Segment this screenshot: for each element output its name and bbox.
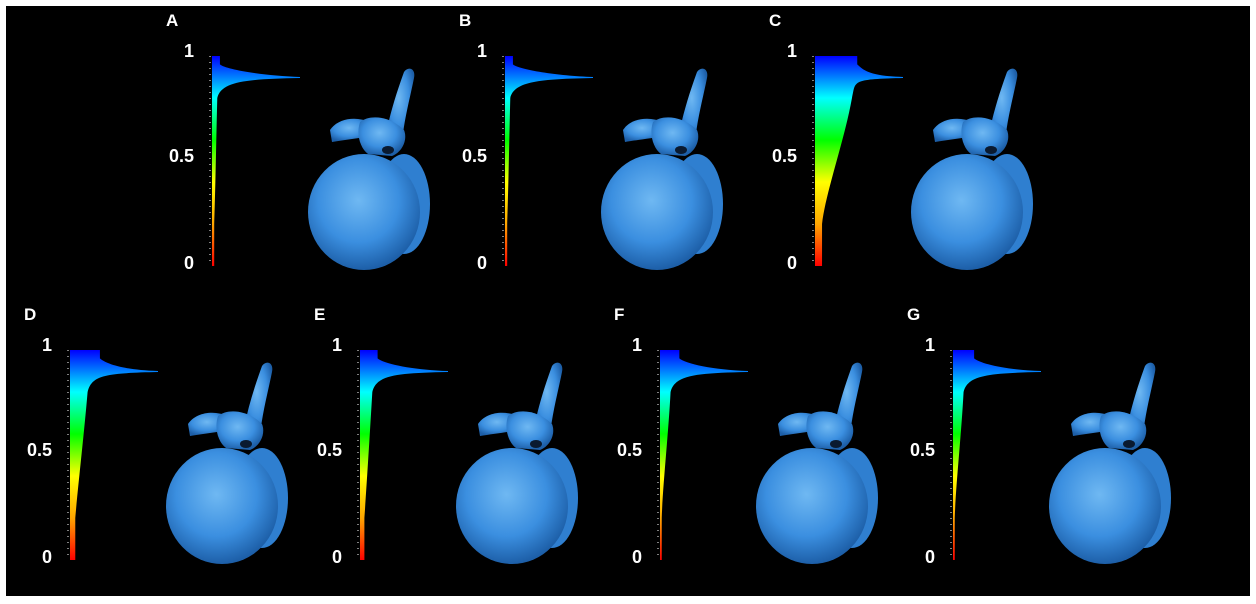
histogram-plot <box>502 56 593 266</box>
vertebra-render <box>1049 362 1171 564</box>
panel-letter: E <box>314 305 326 324</box>
histogram-plot <box>357 350 448 560</box>
histogram-plot <box>209 56 300 266</box>
tick-label-0-5: 0.5 <box>316 440 342 460</box>
foramen <box>240 440 252 448</box>
histogram-area <box>70 350 158 560</box>
tick-label-0-5: 0.5 <box>909 440 935 460</box>
histogram-area <box>505 56 593 266</box>
tick-label-0: 0 <box>631 547 642 567</box>
tick-label-1: 1 <box>476 41 487 61</box>
vertebral-arch <box>358 117 406 156</box>
histogram-plot <box>657 350 748 560</box>
histogram-plot <box>950 350 1041 560</box>
panel-g: G 1 0.5 0 <box>907 306 1207 566</box>
panel-letter: D <box>24 305 37 324</box>
histogram-plot <box>812 56 903 266</box>
tick-label-0: 0 <box>476 253 487 273</box>
panel-letter: A <box>166 11 179 30</box>
histogram-area <box>660 350 748 560</box>
tick-label-0: 0 <box>924 547 935 567</box>
vertebral-body <box>601 154 713 270</box>
tick-label-0-5: 0.5 <box>616 440 642 460</box>
panel-letter: C <box>769 11 782 30</box>
vertebra-render <box>911 68 1033 270</box>
vertebral-arch <box>506 411 554 450</box>
panel-letter: B <box>459 11 472 30</box>
tick-label-1: 1 <box>41 335 52 355</box>
histogram-plot <box>67 350 158 560</box>
vertebral-arch <box>961 117 1009 156</box>
vertebra-render <box>166 362 288 564</box>
vertebra-render <box>601 68 723 270</box>
vertebral-body <box>756 448 868 564</box>
vertebral-body <box>456 448 568 564</box>
tick-label-1: 1 <box>331 335 342 355</box>
tick-label-1: 1 <box>924 335 935 355</box>
tick-label-1: 1 <box>786 41 797 61</box>
foramen <box>675 146 687 154</box>
vertebral-arch <box>216 411 264 450</box>
panel-b: B 1 0.5 0 <box>459 12 759 272</box>
tick-label-1: 1 <box>631 335 642 355</box>
panel-c: C 1 0.5 0 <box>769 12 1069 272</box>
tick-label-0: 0 <box>331 547 342 567</box>
panel-d: D 1 0.5 0 <box>24 306 324 566</box>
foramen <box>985 146 997 154</box>
vertebral-body <box>166 448 278 564</box>
tick-label-0-5: 0.5 <box>461 146 487 166</box>
figure-canvas: A 1 0.5 0 B 1 0.5 0 C 1 0.5 0 D 1 0.5 0 E 1 0.5 0 F 1 0.5 0 G 1 0.… <box>6 6 1250 596</box>
vertebral-arch <box>806 411 854 450</box>
histogram-area <box>212 56 300 266</box>
panel-e: E 1 0.5 0 <box>314 306 614 566</box>
vertebral-arch <box>1099 411 1147 450</box>
tick-label-0: 0 <box>786 253 797 273</box>
tick-label-0-5: 0.5 <box>26 440 52 460</box>
vertebra-render <box>756 362 878 564</box>
panel-letter: G <box>907 305 921 324</box>
panel-letter: F <box>614 305 625 324</box>
tick-label-0: 0 <box>41 547 52 567</box>
tick-label-0-5: 0.5 <box>771 146 797 166</box>
histogram-area <box>953 350 1041 560</box>
tick-label-1: 1 <box>183 41 194 61</box>
histogram-area <box>360 350 448 560</box>
tick-label-0-5: 0.5 <box>168 146 194 166</box>
foramen <box>830 440 842 448</box>
vertebral-body <box>911 154 1023 270</box>
panel-a: A 1 0.5 0 <box>166 12 466 272</box>
vertebra-render <box>308 68 430 270</box>
vertebral-body <box>1049 448 1161 564</box>
vertebral-body <box>308 154 420 270</box>
foramen <box>1123 440 1135 448</box>
vertebral-arch <box>651 117 699 156</box>
foramen <box>382 146 394 154</box>
foramen <box>530 440 542 448</box>
histogram-area <box>815 56 903 266</box>
vertebra-render <box>456 362 578 564</box>
panel-f: F 1 0.5 0 <box>614 306 914 566</box>
tick-label-0: 0 <box>183 253 194 273</box>
